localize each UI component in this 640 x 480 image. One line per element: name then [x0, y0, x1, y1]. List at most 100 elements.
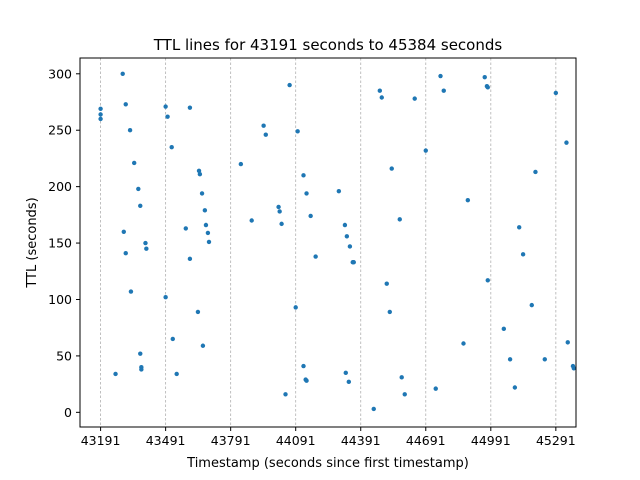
data-point [293, 305, 298, 310]
data-point [346, 379, 352, 385]
data-point [571, 366, 577, 371]
data-point [203, 222, 209, 228]
data-point [501, 326, 507, 332]
data-point [461, 341, 466, 346]
data-point [98, 112, 103, 117]
data-points [98, 71, 577, 412]
data-point [344, 234, 350, 239]
data-point [249, 218, 254, 223]
data-point [482, 74, 487, 80]
data-point [387, 309, 392, 315]
data-point [402, 392, 407, 397]
data-point [131, 160, 137, 166]
x-axis-ticks: 43191 43491 43791 44091 44391 44691 44991 45291 [81, 427, 576, 448]
y-axis-label: TTL (seconds) [25, 197, 40, 288]
data-point [485, 278, 490, 283]
data-point [123, 251, 128, 256]
x-tick-label: 43191 [81, 433, 121, 448]
data-point [187, 105, 193, 110]
data-point [301, 363, 306, 369]
data-point [423, 148, 428, 153]
data-point [336, 188, 342, 194]
data-point [143, 240, 148, 246]
data-point [565, 340, 570, 345]
data-point [301, 173, 306, 178]
data-point [98, 106, 103, 111]
data-point [517, 225, 522, 230]
data-point [529, 302, 534, 308]
data-point [98, 116, 103, 122]
data-point [564, 140, 569, 145]
data-point [304, 378, 309, 383]
x-tick-label: 44391 [341, 433, 381, 448]
data-point [397, 217, 402, 222]
data-point [533, 169, 538, 175]
data-point [165, 114, 170, 119]
chart-title: TTL lines for 43191 seconds to 45384 sec… [153, 36, 503, 54]
data-point [276, 204, 281, 210]
x-axis-label: Timestamp (seconds since first timestamp… [186, 456, 469, 471]
data-point [163, 104, 168, 109]
data-point [441, 88, 446, 93]
x-tick-label: 45291 [536, 433, 576, 448]
data-point [412, 96, 417, 101]
y-tick-label: 100 [48, 292, 72, 307]
data-point [399, 375, 404, 380]
data-point [261, 123, 266, 128]
data-point [136, 186, 141, 192]
data-point [144, 246, 149, 251]
data-point [206, 239, 212, 245]
x-tick-label: 44691 [406, 433, 446, 448]
data-point [371, 406, 376, 412]
data-point [238, 161, 244, 167]
y-axis-ticks: 0 50 100 150 200 250 300 [48, 66, 80, 420]
data-point [384, 281, 389, 286]
data-point [485, 85, 490, 90]
data-point [187, 256, 193, 262]
x-tick-label: 44091 [276, 433, 316, 448]
data-point [174, 371, 179, 377]
plot-frame [79, 57, 577, 428]
data-point [377, 88, 383, 93]
data-point [465, 197, 471, 203]
data-point [120, 71, 125, 76]
data-point [169, 144, 174, 150]
y-tick-label: 150 [48, 236, 72, 251]
data-point [512, 385, 518, 390]
data-point [113, 371, 118, 377]
data-point [200, 343, 206, 348]
data-point [287, 82, 292, 88]
data-point [379, 95, 384, 100]
data-point [163, 295, 168, 300]
data-point [128, 289, 134, 294]
data-point [313, 254, 318, 259]
data-point [199, 191, 205, 196]
data-point [183, 226, 188, 231]
data-point [553, 90, 559, 96]
y-tick-label: 50 [56, 348, 72, 363]
y-tick-label: 200 [48, 179, 72, 194]
data-point [507, 357, 513, 362]
data-point [139, 367, 144, 372]
data-point [121, 229, 126, 234]
y-tick-label: 250 [48, 123, 72, 138]
data-point [520, 252, 526, 257]
data-point [205, 230, 211, 236]
data-point [170, 336, 175, 342]
data-point [389, 166, 394, 171]
x-tick-label: 43791 [211, 433, 251, 448]
data-point [123, 102, 128, 107]
data-point [433, 386, 438, 391]
data-point [197, 172, 203, 177]
data-point [304, 191, 309, 196]
data-point [279, 221, 284, 227]
data-point [351, 260, 356, 265]
data-point [342, 222, 348, 228]
y-tick-label: 0 [64, 405, 72, 420]
data-point [138, 203, 143, 209]
data-point [195, 309, 201, 315]
data-point [202, 208, 208, 213]
vertical-marker-lines [100, 58, 557, 427]
